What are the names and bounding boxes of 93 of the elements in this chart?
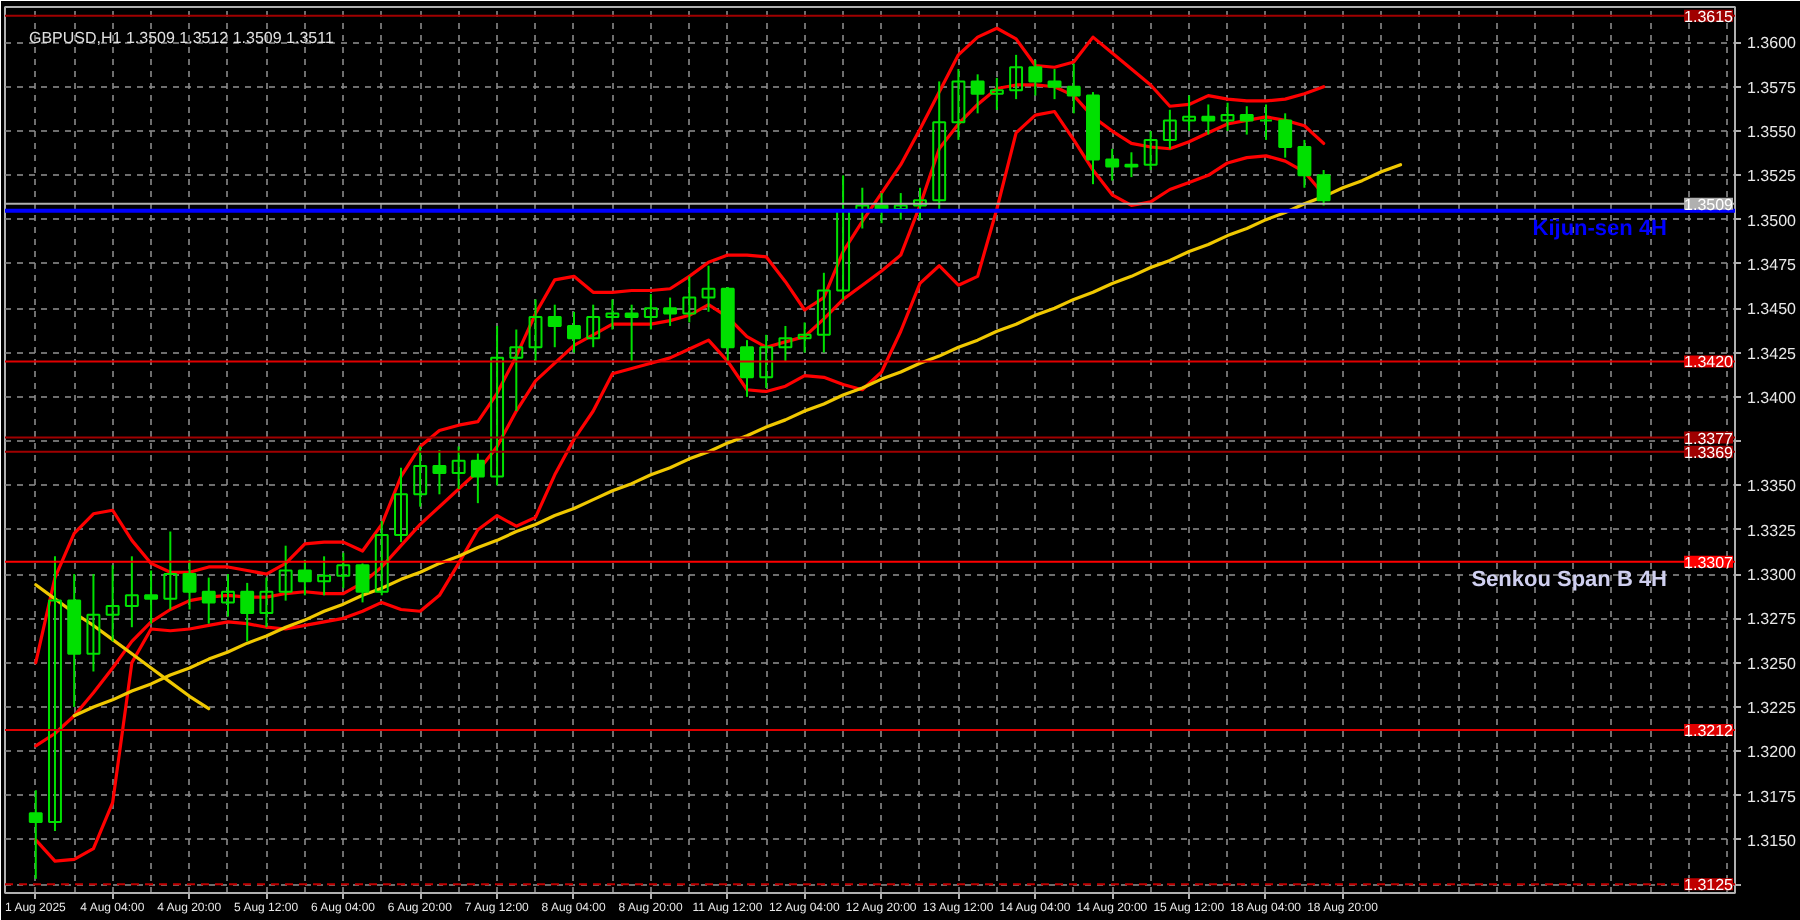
candlestick (336, 551, 351, 590)
candlestick (528, 298, 543, 363)
candlestick (1105, 147, 1120, 182)
y-tick-label: 1.3550 (1747, 123, 1798, 142)
candlestick (297, 558, 312, 597)
candlestick (451, 445, 466, 490)
candlestick (643, 293, 658, 331)
candlestick (778, 324, 793, 363)
annotation: Kijun-sen 4H (1532, 216, 1668, 241)
candlestick (163, 530, 178, 611)
candlestick (1297, 138, 1312, 189)
candlestick (221, 573, 235, 618)
y-tick-label: 1.3350 (1747, 477, 1798, 496)
ref-line-label: 1.3125 (1684, 876, 1735, 895)
ref-line-label: 1.3307 (1684, 553, 1735, 572)
candlestick (855, 186, 870, 230)
y-tick-label: 1.3300 (1747, 566, 1798, 585)
candlestick (182, 558, 197, 611)
candlestick (701, 264, 716, 313)
candlestick (259, 576, 274, 629)
y-tick-label: 1.3275 (1747, 610, 1798, 629)
candlestick (86, 573, 101, 673)
candlestick (1047, 68, 1062, 101)
candlestick (374, 519, 389, 597)
y-tick-label: 1.3525 (1747, 167, 1798, 186)
y-tick-label: 1.3200 (1747, 743, 1798, 762)
candlestick (394, 466, 408, 544)
candlestick (893, 192, 908, 221)
candlestick (144, 569, 159, 625)
y-tick-label: 1.3600 (1747, 34, 1798, 53)
annotation: Senkou Span B 4H (1471, 567, 1668, 592)
candlestick (201, 576, 216, 625)
ref-line-label: 1.3377 (1684, 429, 1735, 448)
candlestick (932, 80, 947, 212)
candlestick (1220, 101, 1235, 133)
candlestick (470, 452, 485, 505)
candlestick (413, 445, 428, 508)
y-tick-label: 1.3450 (1747, 300, 1798, 319)
candlestick (48, 555, 62, 832)
y-tick-label: 1.3225 (1747, 698, 1798, 717)
text: GBPUSD,H1 1.3509 1.3512 1.3509 1.3511 (29, 29, 335, 47)
y-tick-label: 1.3150 (1747, 831, 1798, 850)
candlestick (836, 174, 851, 301)
candlestick (740, 339, 754, 398)
y-tick-label: 1.3325 (1747, 521, 1798, 540)
candlestick (989, 76, 1004, 111)
candlestick (663, 296, 678, 327)
ref-line-label: 1.3420 (1684, 353, 1735, 372)
candlestick (1201, 103, 1216, 136)
y-tick-label: 1.3400 (1747, 388, 1798, 407)
candlestick (1278, 112, 1293, 159)
candlestick (816, 271, 831, 354)
ref-line-label: 1.3212 (1684, 721, 1735, 740)
candlestick (1259, 103, 1273, 141)
y-tick-label: 1.3575 (1747, 78, 1798, 97)
candlestick (1239, 105, 1254, 136)
candlestick (317, 555, 332, 597)
candlestick (567, 310, 581, 354)
candlestick (509, 328, 524, 413)
candlestick (1182, 94, 1197, 133)
candlestick (105, 564, 120, 643)
y-tick-label: 1.3250 (1747, 654, 1798, 673)
candlestick (1143, 130, 1158, 172)
candlestick (355, 562, 370, 604)
candlestick (1162, 108, 1177, 150)
ref-line-label: 1.3509 (1684, 195, 1735, 214)
candlestick (759, 333, 774, 389)
candlestick (605, 298, 620, 331)
candlestick (490, 324, 505, 487)
candlestick (797, 321, 812, 354)
candlestick (1028, 59, 1043, 97)
candlestick (951, 68, 966, 141)
y-tick-label: 1.3175 (1747, 787, 1798, 806)
candlestick (28, 789, 43, 880)
y-tick-label: 1.3500 (1747, 211, 1798, 230)
candlestick (586, 303, 601, 349)
candlestick (1124, 151, 1139, 179)
ref-line-label: 1.3615 (1684, 7, 1735, 26)
candlestick (1009, 53, 1024, 101)
candlestick (970, 73, 985, 115)
candlestick (278, 544, 293, 602)
candlestick (432, 449, 447, 496)
candlestick (624, 303, 639, 363)
candlestick (913, 186, 927, 221)
y-tick-label: 1.3425 (1747, 344, 1798, 363)
y-tick-label: 1.3475 (1747, 255, 1798, 274)
candlestick (1316, 169, 1331, 207)
candlestick (240, 581, 255, 643)
ref-line-label: 1.3369 (1684, 443, 1735, 462)
candlestick (547, 303, 562, 349)
candlestick (682, 275, 697, 324)
candlestick (124, 555, 139, 629)
candlestick (1066, 62, 1081, 115)
